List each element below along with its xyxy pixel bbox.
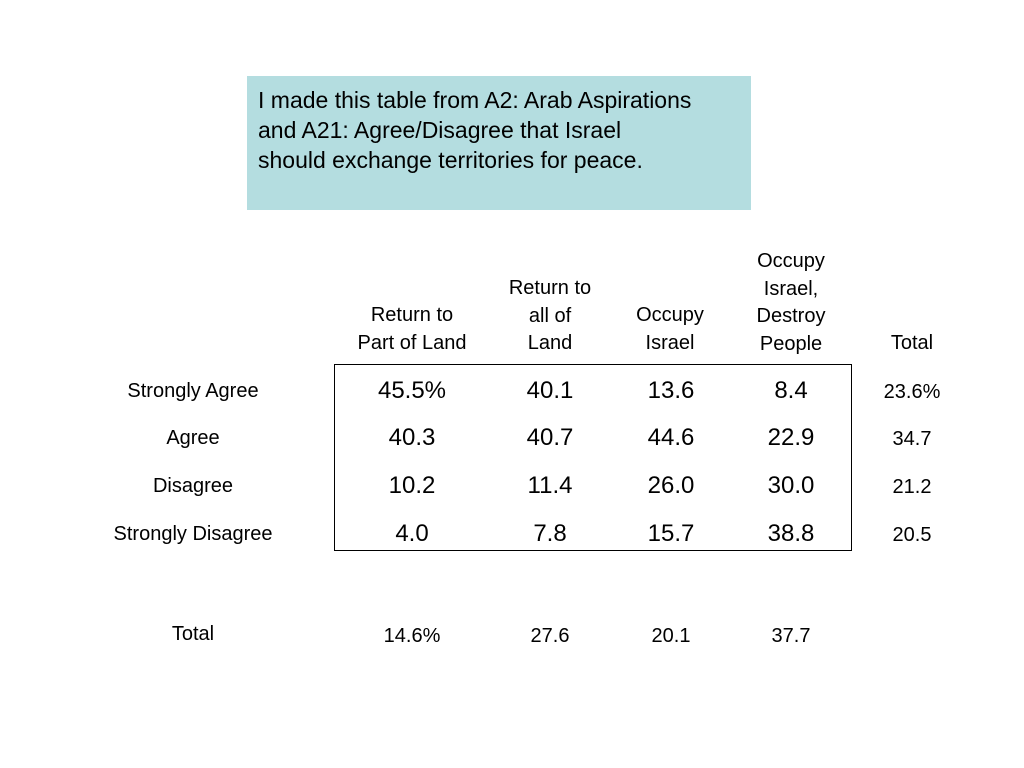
table-cell: 8.4 xyxy=(774,377,808,404)
table-cell: 44.6 xyxy=(647,424,695,451)
table-cell: 38.8 xyxy=(767,520,815,547)
column-header-line: Return to xyxy=(370,304,454,326)
table-cell: 11.4 xyxy=(527,472,573,499)
data-table-frame xyxy=(334,364,852,551)
column-header-line: Land xyxy=(527,332,573,354)
column-total-cell: 37.7 xyxy=(771,625,811,647)
table-cell: 22.9 xyxy=(767,424,815,451)
annotation-line: I made this table from A2: Arab Aspirati… xyxy=(258,87,692,113)
column-header-total: Total xyxy=(862,330,962,358)
row-label: Strongly Disagree xyxy=(113,523,273,545)
column-header-return-part: Return to Part of Land xyxy=(332,302,492,357)
row-total-cell: 34.7 xyxy=(892,428,932,450)
column-header-occupy-destroy: Occupy Israel, Destroy People xyxy=(726,248,856,358)
table-cell: 15.7 xyxy=(647,520,695,547)
row-total-cell: 21.2 xyxy=(892,476,932,498)
table-cell: 4.0 xyxy=(395,520,429,547)
row-total-cell: 23.6% xyxy=(883,381,941,403)
table-cell: 10.2 xyxy=(388,472,436,499)
table-cell: 30.0 xyxy=(767,472,815,499)
row-label: Disagree xyxy=(152,475,234,497)
row-label: Agree xyxy=(166,427,220,449)
column-total-cell: 14.6% xyxy=(383,625,441,647)
column-header-line: all of xyxy=(528,304,572,327)
column-header-line: Israel, xyxy=(763,277,819,300)
column-header-line: Occupy xyxy=(636,304,704,326)
row-total-cell: 20.5 xyxy=(892,524,932,546)
annotation-line: should exchange territories for peace. xyxy=(258,147,643,173)
total-row-label: Total xyxy=(171,623,215,645)
column-total-cell: 20.1 xyxy=(651,625,691,647)
column-header-total-label: Total xyxy=(890,332,934,354)
column-header-line: Israel xyxy=(645,331,695,354)
table-cell: 40.7 xyxy=(526,424,574,451)
column-header-line: People xyxy=(759,332,823,355)
column-header-line: Occupy xyxy=(757,250,825,272)
table-cell: 13.6 xyxy=(647,377,695,404)
annotation-line: and A21: Agree/Disagree that Israel xyxy=(258,117,622,143)
table-cell: 40.1 xyxy=(526,377,574,404)
table-cell: 40.3 xyxy=(388,424,436,451)
table-cell: 26.0 xyxy=(647,472,695,499)
annotation-box: I made this table from A2: Arab Aspirati… xyxy=(247,76,751,210)
column-header-line: Return to xyxy=(508,277,592,299)
column-header-return-all: Return to all of Land xyxy=(480,275,620,358)
row-label: Strongly Agree xyxy=(127,380,259,402)
table-cell: 7.8 xyxy=(533,520,567,547)
column-header-line: Destroy xyxy=(756,305,826,327)
column-header-line: Part of Land xyxy=(357,331,467,354)
column-total-cell: 27.6 xyxy=(530,625,570,647)
column-header-occupy: Occupy Israel xyxy=(610,302,730,357)
table-cell: 45.5% xyxy=(377,377,447,404)
